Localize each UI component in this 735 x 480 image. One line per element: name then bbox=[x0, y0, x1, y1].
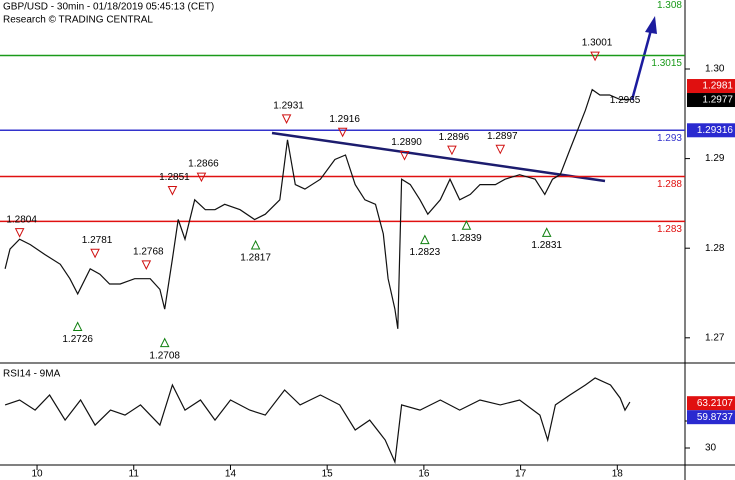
peak-marker bbox=[90, 248, 100, 259]
level-label: 1.308 bbox=[657, 0, 682, 11]
price-box bbox=[687, 123, 735, 138]
peak-label: 1.2931 bbox=[273, 100, 304, 111]
peak-marker bbox=[337, 127, 348, 138]
trough-label: 1.2823 bbox=[410, 247, 441, 258]
peak-marker bbox=[399, 151, 410, 161]
trough-marker bbox=[541, 227, 552, 237]
trough-marker bbox=[250, 239, 261, 250]
trough-marker bbox=[461, 220, 472, 230]
trough-label: 1.2831 bbox=[531, 240, 562, 251]
trough-label: 1.2839 bbox=[451, 233, 482, 244]
y-tick-label: 1.30 bbox=[705, 64, 725, 75]
price-box bbox=[687, 93, 735, 108]
peak-label: 1.2890 bbox=[391, 137, 422, 148]
peak-marker bbox=[141, 260, 152, 270]
trough-label: 1.2708 bbox=[149, 350, 180, 361]
x-tick-label: 17 bbox=[515, 469, 527, 480]
arrow-head bbox=[645, 16, 657, 34]
peak-label: 1.2781 bbox=[82, 235, 113, 246]
peak-marker bbox=[590, 51, 600, 62]
price-line bbox=[4, 88, 630, 329]
y-tick-label: 1.28 bbox=[705, 243, 725, 254]
y-tick-label: 1.27 bbox=[705, 332, 725, 343]
peak-label: 1.3001 bbox=[582, 38, 613, 49]
peak-marker bbox=[14, 228, 25, 238]
price-line bbox=[4, 377, 631, 465]
price-box-label: 1.2977 bbox=[702, 95, 733, 106]
trough-marker bbox=[72, 321, 83, 332]
price-box bbox=[687, 79, 735, 94]
peak-label: 1.2804 bbox=[6, 214, 37, 225]
x-tick-label: 11 bbox=[129, 469, 140, 480]
price-box-label: 1.2981 bbox=[702, 81, 733, 92]
y-tick-label: 30 bbox=[705, 443, 717, 454]
x-tick-label: 14 bbox=[225, 469, 237, 480]
price-box-label: 59.8737 bbox=[697, 412, 734, 423]
level-label: 1.288 bbox=[657, 179, 682, 190]
trough-marker bbox=[420, 234, 430, 245]
projection-arrow bbox=[630, 29, 653, 101]
x-tick-label: 18 bbox=[612, 469, 624, 480]
peak-marker bbox=[495, 144, 506, 155]
price-label: 1.2965 bbox=[610, 95, 641, 106]
trough-label: 1.2726 bbox=[62, 334, 93, 345]
peak-label: 1.2897 bbox=[487, 131, 518, 142]
peak-label: 1.2896 bbox=[439, 132, 470, 143]
peak-marker bbox=[281, 114, 292, 124]
x-tick-label: 10 bbox=[31, 469, 43, 480]
peak-label: 1.2851 bbox=[159, 172, 190, 183]
peak-marker bbox=[167, 186, 178, 196]
price-box bbox=[687, 410, 735, 425]
price-box bbox=[687, 396, 735, 411]
trend-line bbox=[271, 131, 606, 183]
x-tick-label: 15 bbox=[322, 469, 334, 480]
chart-subtitle: Research © TRADING CENTRAL bbox=[3, 15, 153, 26]
x-tick-label: 16 bbox=[418, 469, 430, 480]
peak-label: 1.2768 bbox=[133, 247, 164, 258]
peak-marker bbox=[447, 145, 457, 156]
y-tick-label: 1.29 bbox=[705, 153, 725, 164]
trough-label: 1.2817 bbox=[240, 253, 271, 264]
peak-label: 1.2916 bbox=[329, 114, 360, 125]
trough-marker bbox=[159, 337, 170, 348]
chart-title: GBP/USD - 30min - 01/18/2019 05:45:13 (C… bbox=[3, 2, 214, 13]
level-label: 1.283 bbox=[657, 224, 682, 235]
peak-marker bbox=[196, 172, 207, 183]
level-label: 1.3015 bbox=[651, 58, 682, 69]
price-box-label: 1.29316 bbox=[697, 125, 734, 136]
rsi-title: RSI14 - 9MA bbox=[3, 369, 61, 380]
price-box-label: 63.2107 bbox=[697, 398, 734, 409]
peak-label: 1.2866 bbox=[188, 159, 219, 170]
level-label: 1.293 bbox=[657, 133, 682, 144]
